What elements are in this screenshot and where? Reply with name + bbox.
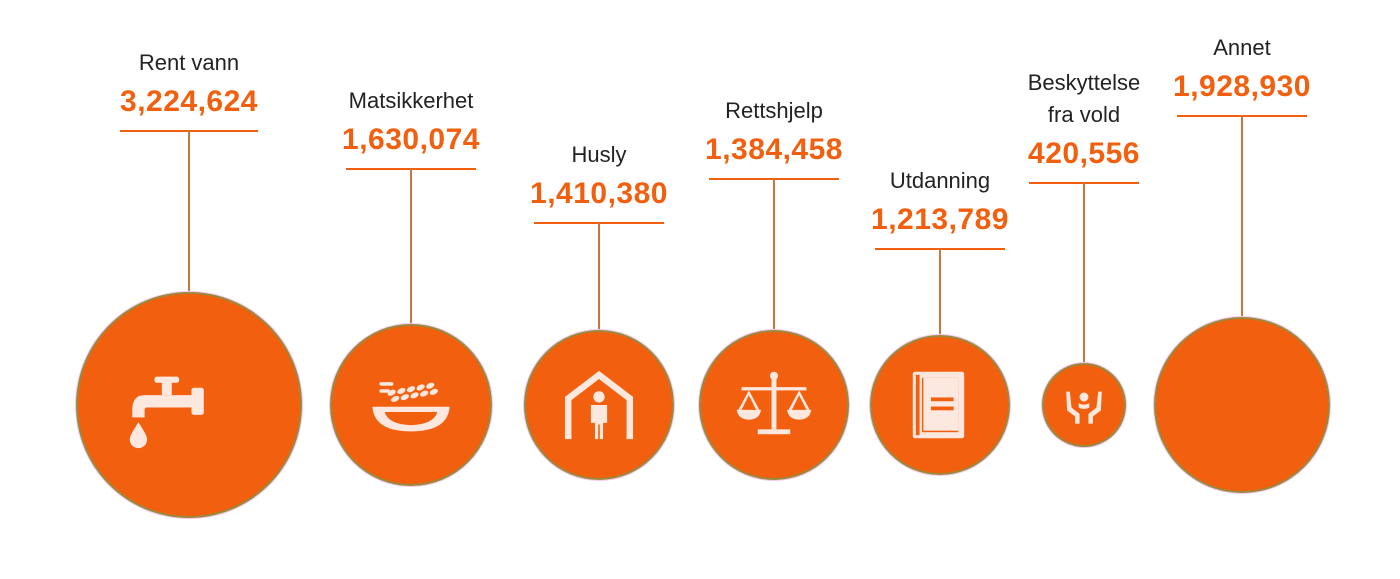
value-bubble xyxy=(332,326,490,484)
category-label: Utdanning xyxy=(889,168,991,193)
category-label: Rent vann xyxy=(138,50,240,75)
category-label: Rettshjelp xyxy=(725,98,823,123)
category-label: Beskyttelse xyxy=(1027,70,1141,95)
leader-stem xyxy=(1083,182,1085,365)
value-label: 1,928,930 xyxy=(1173,70,1311,103)
value-label: 1,213,789 xyxy=(871,203,1009,236)
value-bubble xyxy=(526,332,672,478)
value-label: 1,410,380 xyxy=(530,177,668,210)
leader-stem xyxy=(939,248,941,337)
protective-hands-icon xyxy=(1066,391,1102,424)
shelter-icon xyxy=(564,370,634,440)
value-label: 420,556 xyxy=(1028,137,1140,170)
category-label: Husly xyxy=(571,142,627,167)
value-label: 3,224,624 xyxy=(120,85,258,118)
category-label: Matsikkerhet xyxy=(348,88,474,113)
value-bubble xyxy=(872,337,1008,473)
scales-of-justice-icon xyxy=(736,371,812,435)
category-label: Annet xyxy=(1213,35,1271,60)
water-tap-icon xyxy=(129,376,204,449)
value-label: 1,384,458 xyxy=(705,133,843,166)
value-bubble xyxy=(78,294,300,516)
leader-stem xyxy=(188,130,190,294)
category-label: fra vold xyxy=(1047,102,1121,127)
leader-stem xyxy=(773,178,775,332)
book-icon xyxy=(912,371,965,439)
leader-stem xyxy=(410,168,412,326)
leader-stem xyxy=(598,222,600,332)
leader-stem xyxy=(1241,115,1243,319)
value-bubble xyxy=(1156,319,1328,491)
value-bubble xyxy=(701,332,847,478)
grain-bowl-icon xyxy=(372,382,450,432)
value-bubble xyxy=(1044,365,1124,445)
value-label: 1,630,074 xyxy=(342,123,480,156)
